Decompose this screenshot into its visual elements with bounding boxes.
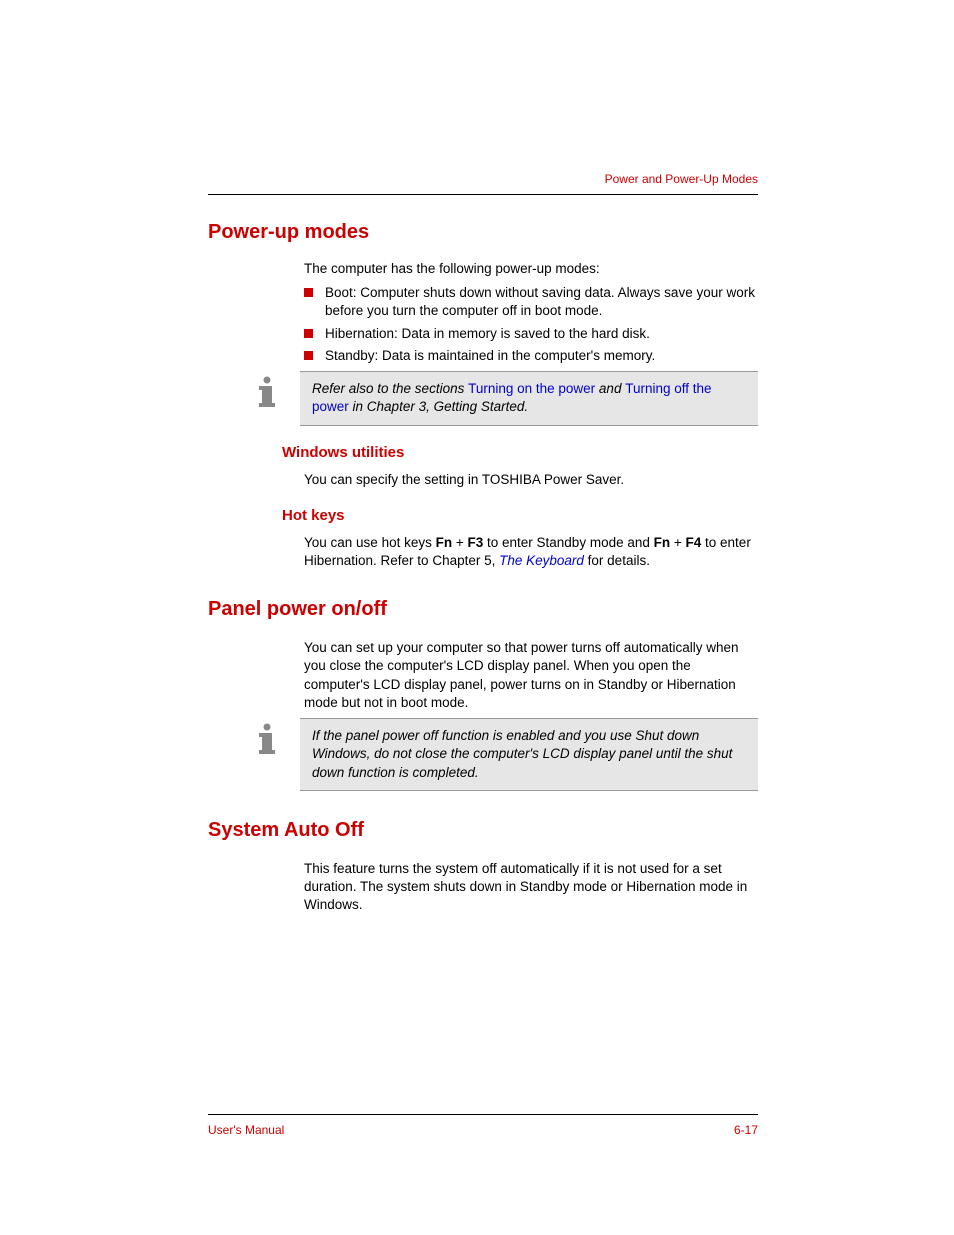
bullet-icon [304,351,313,360]
text-span: You can use hot keys [304,535,436,550]
info-icon [252,375,282,409]
note-content: If the panel power off function is enabl… [300,718,758,791]
key-f4: F4 [686,535,702,550]
list-item: Standby: Data is maintained in the compu… [304,347,758,365]
note-box: Refer also to the sections Turning on th… [252,371,758,425]
note-content: Refer also to the sections Turning on th… [300,371,758,425]
heading-power-up-modes: Power-up modes [208,221,758,244]
list-text: Standby: Data is maintained in the compu… [325,347,758,365]
text-span: + [670,535,685,550]
bullet-icon [304,288,313,297]
footer-page-number: 6-17 [734,1123,758,1137]
text-span: + [452,535,467,550]
list-item: Hibernation: Data in memory is saved to … [304,325,758,343]
heading-windows-utilities: Windows utilities [282,444,758,461]
info-icon [252,722,282,756]
link-turning-on[interactable]: Turning on the power [468,381,595,396]
bullet-icon [304,329,313,338]
chapter-title: Power and Power-Up Modes [605,172,758,186]
note-text: in Chapter 3, Getting Started. [349,399,528,414]
text-span: to enter Standby mode and [483,535,653,550]
heading-system-auto-off: System Auto Off [208,819,758,842]
key-fn: Fn [436,535,453,550]
intro-text: The computer has the following power-up … [304,260,758,278]
page-footer: User's Manual 6-17 [208,1114,758,1137]
body-text: You can set up your computer so that pow… [304,639,758,712]
heading-hot-keys: Hot keys [282,507,758,524]
text-span: for details. [584,553,650,568]
list-text: Hibernation: Data in memory is saved to … [325,325,758,343]
body-text: You can use hot keys Fn + F3 to enter St… [304,534,758,570]
note-text: Refer also to the sections [312,381,468,396]
list-text: Boot: Computer shuts down without saving… [325,284,758,320]
body-text: This feature turns the system off automa… [304,860,758,915]
page-header: Power and Power-Up Modes [208,170,758,195]
key-f3: F3 [467,535,483,550]
note-box: If the panel power off function is enabl… [252,718,758,791]
list-item: Boot: Computer shuts down without saving… [304,284,758,320]
body-text: You can specify the setting in TOSHIBA P… [304,471,758,489]
key-fn: Fn [654,535,671,550]
note-text: and [595,381,625,396]
bullet-list: Boot: Computer shuts down without saving… [304,284,758,365]
footer-left: User's Manual [208,1123,284,1137]
link-keyboard[interactable]: The Keyboard [499,553,584,568]
heading-panel-power: Panel power on/off [208,598,758,621]
